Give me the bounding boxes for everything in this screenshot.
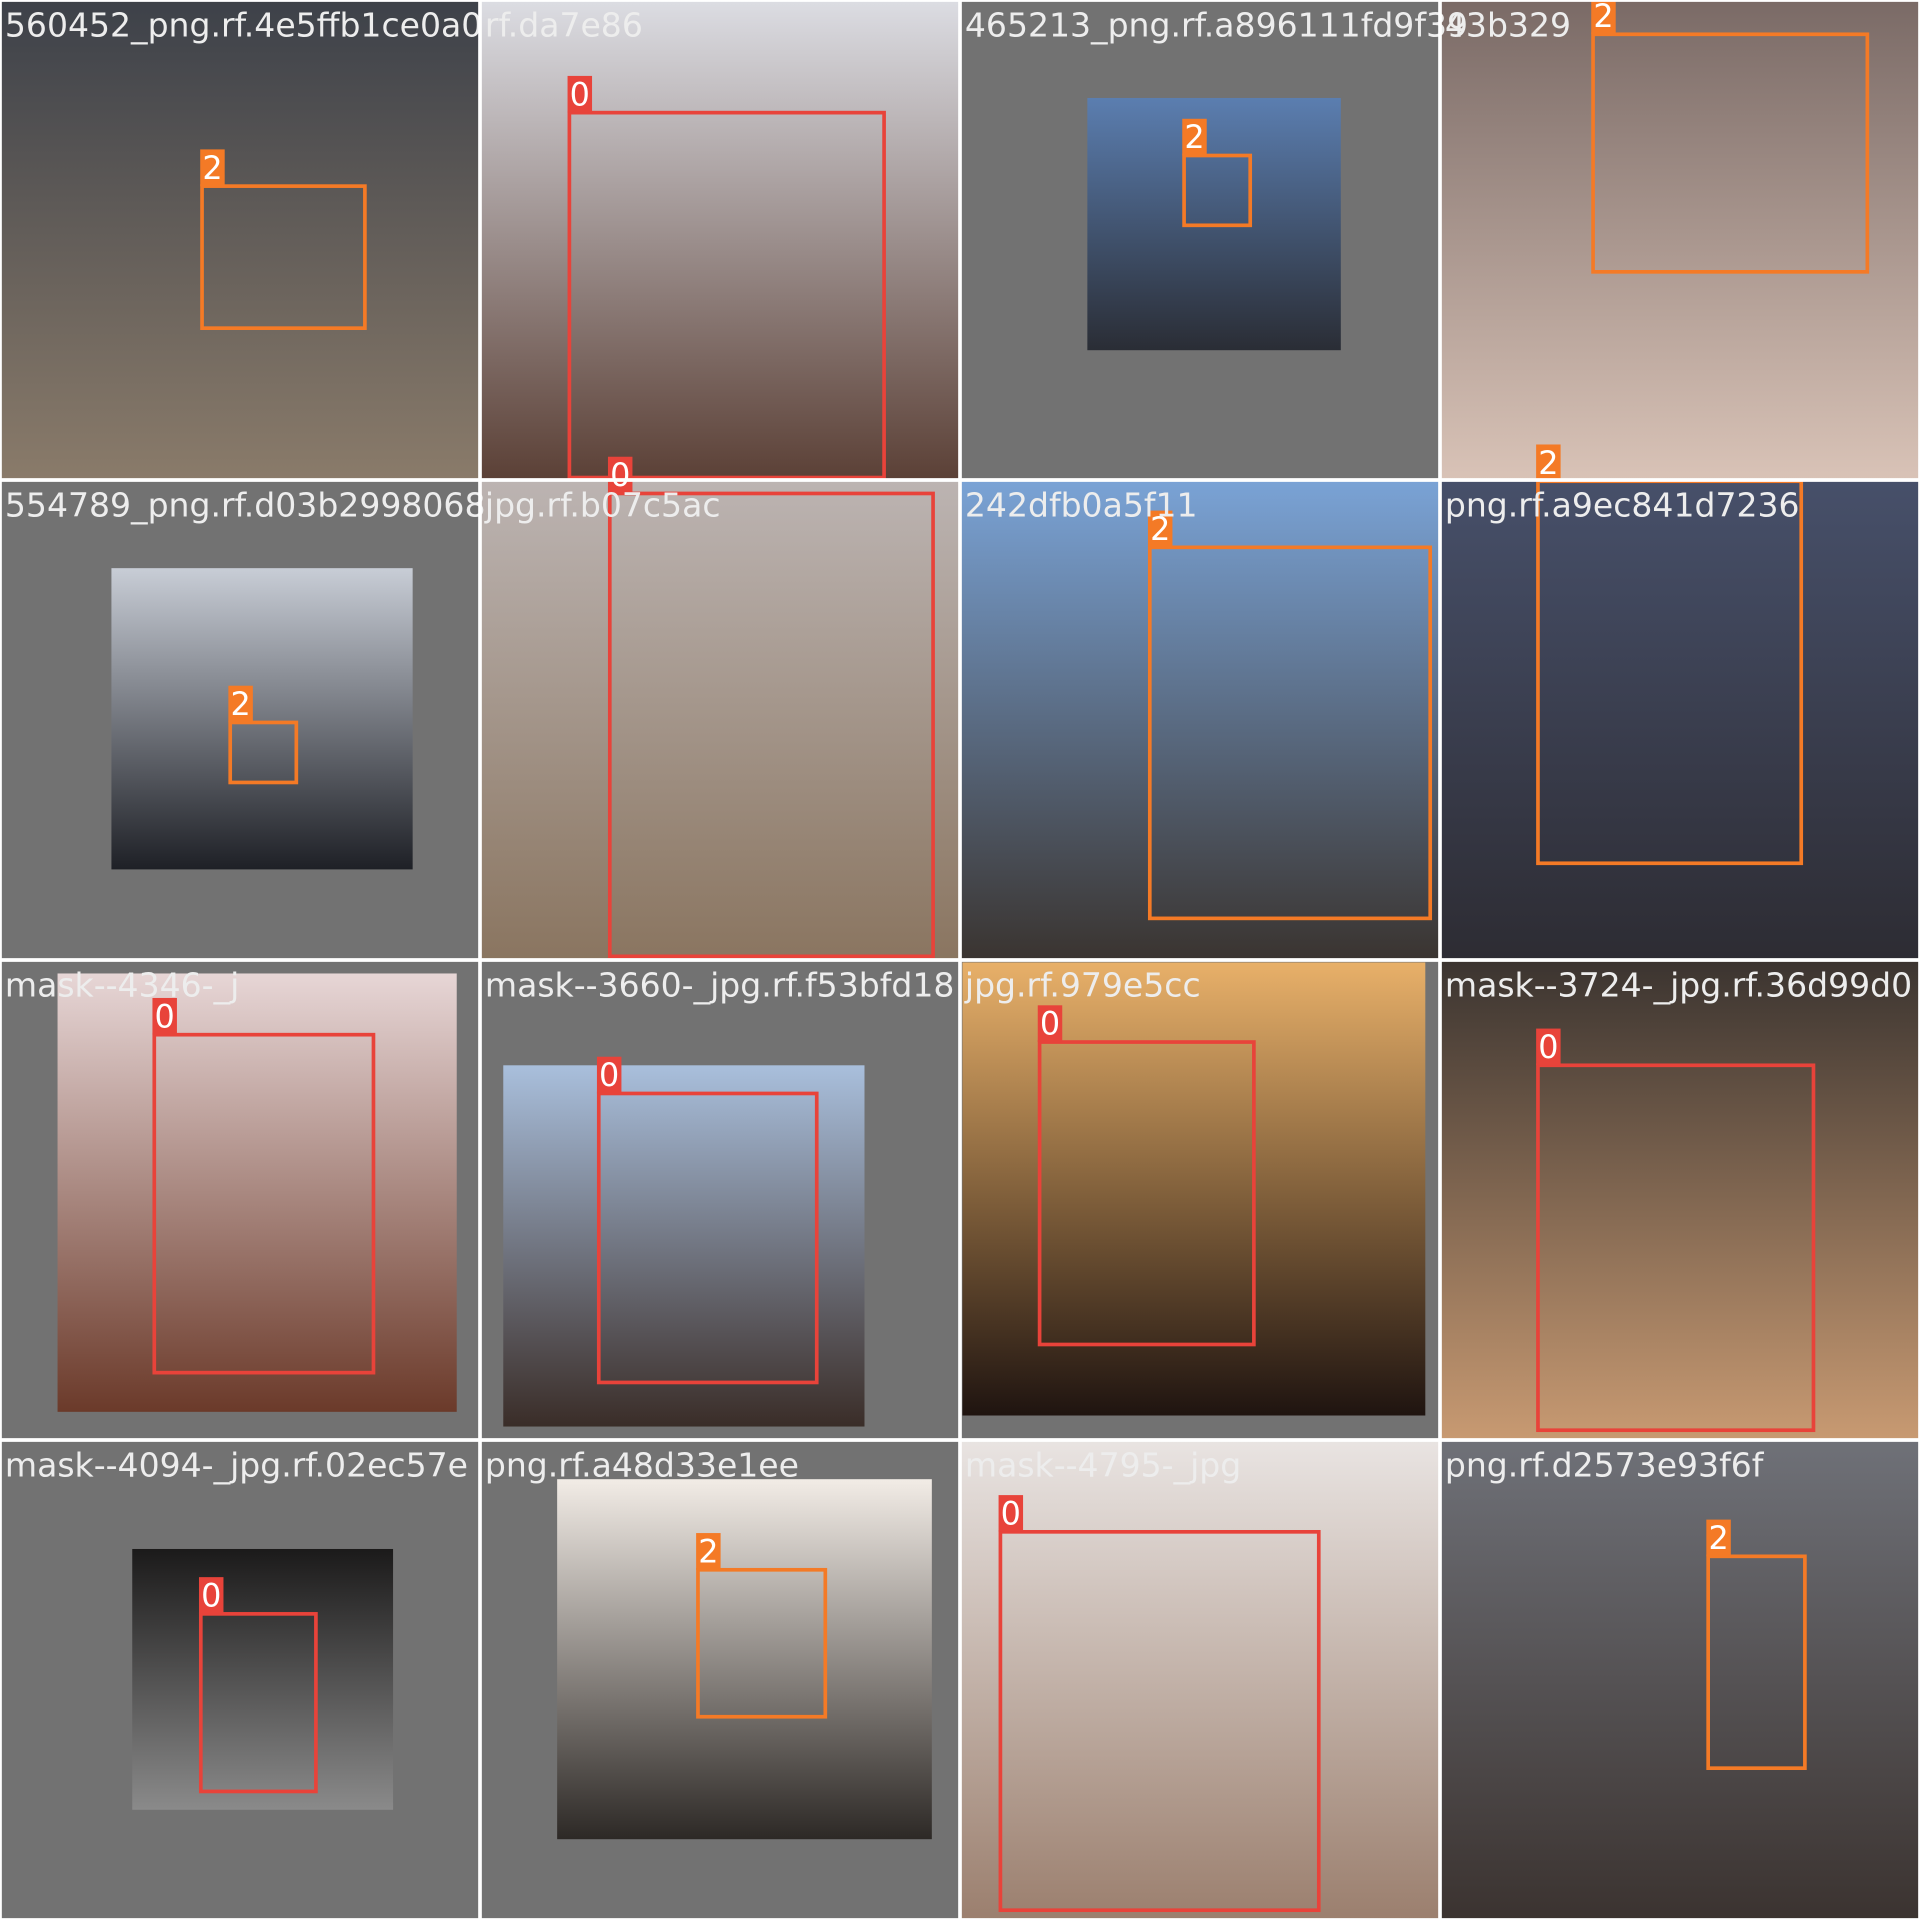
photo <box>960 1440 1440 1920</box>
bounding-box <box>228 720 299 785</box>
filename: jpg.rf.b07c5ac <box>484 486 721 525</box>
filename: 43b329 <box>1445 6 1571 45</box>
tile: 2 <box>480 1440 960 1920</box>
tile: 0 <box>960 1440 1440 1920</box>
photo <box>480 0 960 480</box>
class-tag <box>1591 0 1616 35</box>
class-tag <box>152 997 177 1035</box>
class-tag <box>696 1533 721 1570</box>
photo <box>1440 0 1920 480</box>
class-label: 2 <box>698 1532 718 1570</box>
class-label: 2 <box>1184 118 1204 156</box>
photo <box>132 1548 394 1810</box>
filename: mask--3660-_jpg.rf.f53bfd18 <box>485 966 954 1005</box>
class-label: 0 <box>1040 1005 1060 1043</box>
tile: 0 <box>1440 960 1920 1440</box>
class-label: 0 <box>610 456 630 494</box>
bounding-box <box>567 110 886 480</box>
tile: 2 <box>1440 1440 1920 1920</box>
class-tag <box>1536 444 1561 482</box>
tile: 0 <box>960 960 1440 1440</box>
class-label: 0 <box>1538 1028 1558 1066</box>
photo <box>962 962 1426 1416</box>
tile: 2 <box>960 480 1440 960</box>
class-label: 0 <box>599 1056 619 1094</box>
bounding-box <box>696 1567 828 1719</box>
photo <box>111 568 413 870</box>
class-label: 0 <box>201 1577 221 1615</box>
bounding-box <box>152 1032 376 1375</box>
class-tag <box>567 75 593 113</box>
class-label: 2 <box>1593 0 1613 35</box>
photo <box>557 1479 932 1840</box>
filename: mask--3724-_jpg.rf.36d99d0 <box>1445 966 1912 1005</box>
photo <box>480 480 960 960</box>
filename: 465213_png.rf.a896111fd9f39 <box>965 6 1468 45</box>
class-label: 2 <box>1538 444 1558 482</box>
filename: mask--4346-_j <box>5 966 239 1005</box>
bounding-box <box>596 1091 819 1385</box>
class-tag <box>998 1495 1024 1532</box>
bounding-box <box>607 491 935 959</box>
class-label: 0 <box>1001 1494 1021 1532</box>
bounding-box <box>1706 1554 1807 1770</box>
class-label: 0 <box>570 75 590 113</box>
tile: 2 <box>1440 444 1920 960</box>
tile: 2 <box>960 0 1440 480</box>
filename: 560452_png.rf.4e5ffb1ce0a0 <box>5 6 482 45</box>
photo <box>0 0 480 480</box>
tile: 0 <box>0 960 480 1440</box>
bounding-box <box>1037 1040 1256 1347</box>
filename: 242dfb0a5f11 <box>965 486 1198 525</box>
photo <box>1440 480 1920 960</box>
bounding-box <box>1182 153 1253 228</box>
class-label: 2 <box>1150 510 1170 548</box>
tile: 2 <box>1440 0 1920 480</box>
tile: 2 <box>0 0 480 480</box>
photo <box>57 973 457 1412</box>
tile: 2 <box>0 480 480 960</box>
photo <box>1440 960 1920 1440</box>
filename: 554789_png.rf.d03b2998068 <box>5 486 486 525</box>
photo <box>503 1065 865 1427</box>
tile: 0 <box>480 456 960 960</box>
class-tag <box>1037 1005 1063 1043</box>
bounding-box <box>1536 1063 1816 1433</box>
tile: 0 <box>0 1440 480 1920</box>
class-tag <box>607 456 633 494</box>
class-tag <box>596 1056 622 1094</box>
class-label: 0 <box>155 997 175 1035</box>
photo <box>960 480 1440 960</box>
class-tag <box>200 149 225 187</box>
class-label: 2 <box>202 149 222 187</box>
class-tag <box>198 1577 224 1614</box>
class-tag <box>1182 118 1207 156</box>
bounding-box <box>998 1530 1321 1913</box>
class-tag <box>1706 1519 1731 1557</box>
photo <box>1440 1440 1920 1920</box>
bounding-box <box>1591 32 1870 274</box>
filename: png.rf.a9ec841d7236 <box>1445 486 1800 525</box>
filename: mask--4795-_jpg <box>965 1446 1241 1485</box>
class-tag <box>228 685 253 723</box>
class-tag <box>1536 1028 1561 1066</box>
filename: png.rf.a48d33e1ee <box>485 1446 799 1485</box>
filename: rf.da7e86 <box>485 6 643 45</box>
bounding-box <box>200 184 367 330</box>
tile: 0 <box>480 960 960 1440</box>
tile: 0 <box>480 0 960 480</box>
bounding-box <box>198 1612 318 1794</box>
filename: mask--4094-_jpg.rf.02ec57e <box>5 1446 468 1485</box>
class-label: 2 <box>1708 1519 1728 1557</box>
filename: png.rf.d2573e93f6f <box>1445 1446 1765 1485</box>
class-label: 2 <box>230 685 250 723</box>
bounding-box <box>1147 545 1433 921</box>
class-tag <box>1147 510 1173 548</box>
filename: jpg.rf.979e5cc <box>964 966 1201 1005</box>
